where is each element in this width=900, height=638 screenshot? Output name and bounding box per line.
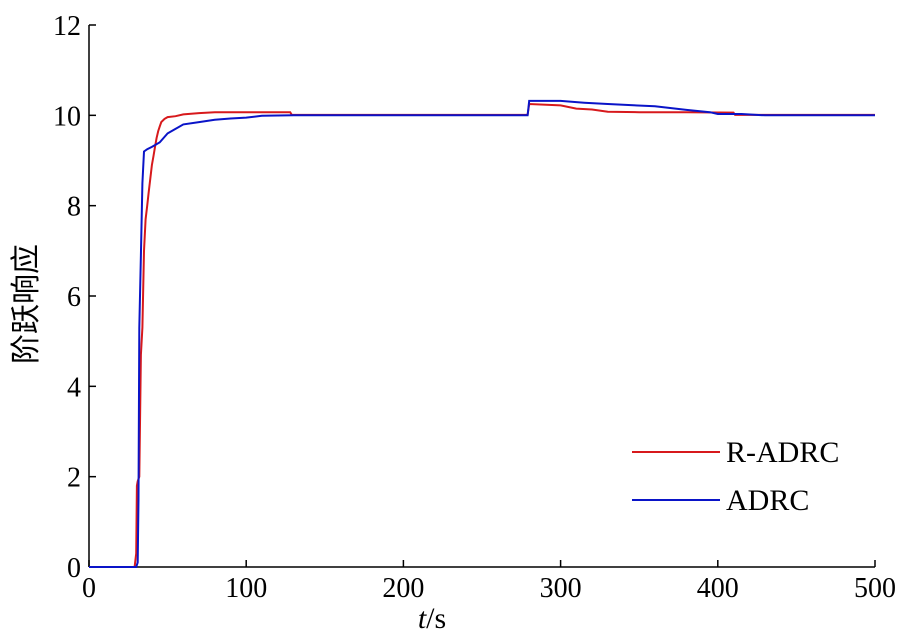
- series-layer: [89, 99, 875, 568]
- x-tick-label: 400: [697, 573, 739, 604]
- x-tick-label: 300: [540, 573, 582, 604]
- legend-label-adrc: ADRC: [726, 484, 809, 517]
- series-line-r-adrc: [89, 102, 875, 568]
- x-axis-label-unit: /s: [426, 602, 446, 635]
- x-tick-label: 500: [854, 573, 896, 604]
- axes: 0 100 200 300 400 500 0 2 4 6 8 10 12: [53, 11, 896, 604]
- series-line-adrc: [89, 99, 875, 568]
- y-tick-label: 0: [67, 553, 81, 584]
- x-tick-label: 100: [225, 573, 267, 604]
- y-tick-label: 2: [67, 463, 81, 494]
- x-axis-label-var: t: [418, 602, 427, 635]
- y-axis-label: 阶跃响应: [10, 244, 43, 364]
- y-tick-label: 12: [53, 11, 81, 42]
- axis-labels: t/s 阶跃响应: [10, 244, 446, 635]
- y-tick-label: 10: [53, 101, 81, 132]
- y-tick-label: 4: [67, 372, 81, 403]
- legend-label-r-adrc: R-ADRC: [726, 436, 839, 469]
- x-tick-label: 0: [82, 573, 96, 604]
- y-tick-label: 6: [67, 282, 81, 313]
- x-axis-label: t/s: [418, 602, 446, 635]
- legend: R-ADRC ADRC: [632, 436, 839, 517]
- x-tick-label: 200: [382, 573, 424, 604]
- y-tick-label: 8: [67, 192, 81, 223]
